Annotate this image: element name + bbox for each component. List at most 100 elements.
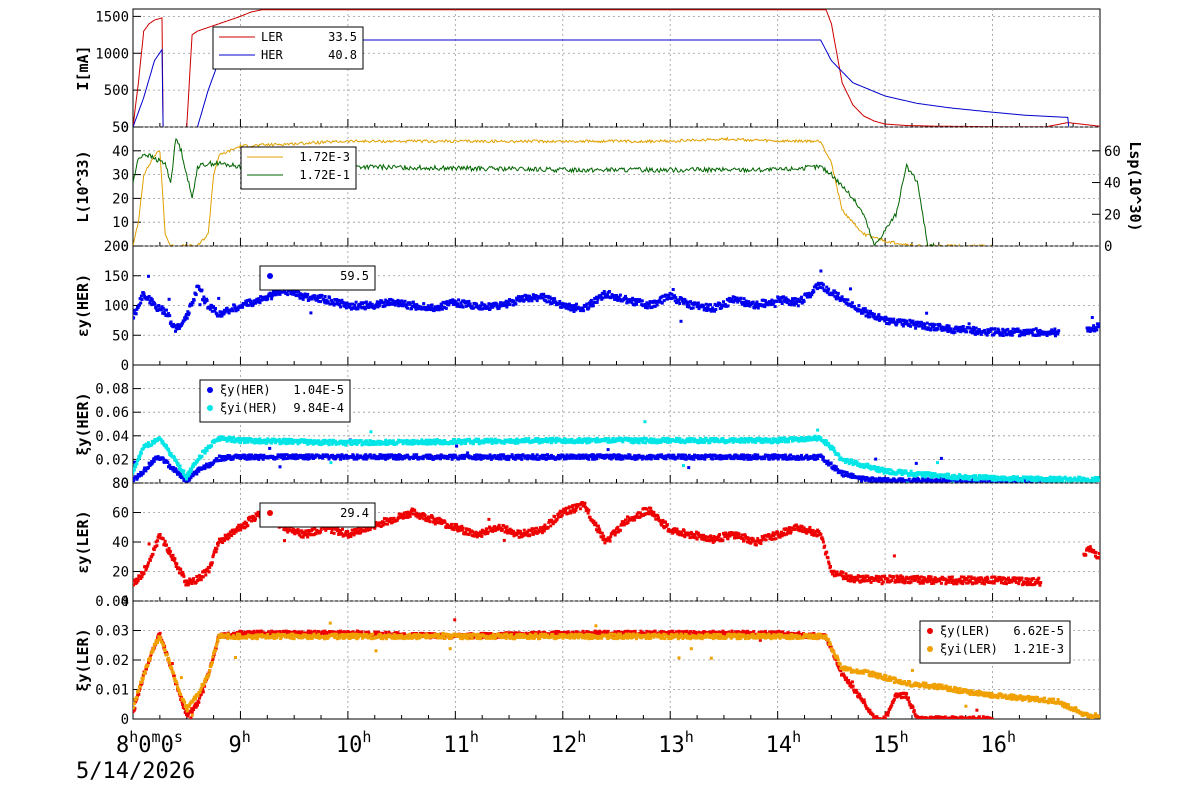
legend-entry-name: LER — [261, 30, 283, 44]
data-point — [230, 534, 233, 537]
y-tick-label: 10 — [112, 215, 129, 231]
data-point — [914, 327, 917, 330]
data-point — [165, 444, 168, 447]
data-point — [320, 294, 323, 297]
legend-swatch — [267, 273, 273, 279]
data-point — [757, 307, 760, 310]
panel-xi_her: 00.020.040.060.08ξy(HER)ξy(HER)1.04E-5ξy… — [74, 365, 1101, 492]
data-point — [514, 303, 517, 306]
data-point — [190, 470, 193, 473]
data-point — [165, 309, 168, 312]
data-point — [1053, 328, 1056, 331]
data-point — [612, 294, 615, 297]
data-point — [295, 453, 298, 456]
data-point — [237, 529, 240, 532]
data-point — [868, 315, 871, 318]
data-point — [800, 454, 803, 457]
data-point — [141, 575, 144, 578]
data-point — [521, 295, 524, 298]
data-point — [1091, 316, 1094, 319]
data-point — [883, 319, 886, 322]
data-point — [283, 438, 286, 441]
data-point — [412, 301, 415, 304]
data-point — [165, 543, 168, 546]
data-point — [151, 298, 154, 301]
data-point — [1016, 475, 1019, 478]
y-tick-label: 0.08 — [95, 382, 129, 398]
data-point — [575, 303, 578, 306]
data-point — [170, 321, 173, 324]
y-right-tick-label: 40 — [1104, 176, 1121, 192]
data-point — [663, 299, 666, 302]
data-point — [472, 442, 475, 445]
data-point — [819, 270, 822, 273]
data-point — [173, 456, 176, 459]
data-point — [215, 550, 218, 553]
data-point — [596, 301, 599, 304]
data-point — [680, 320, 683, 323]
data-point — [752, 301, 755, 304]
data-point — [212, 553, 215, 556]
data-point — [182, 575, 185, 578]
data-point — [536, 453, 539, 456]
data-point — [133, 469, 136, 472]
data-point — [924, 476, 927, 479]
data-point — [146, 298, 149, 301]
legend-entry-value: 40.8 — [328, 48, 357, 62]
data-point — [192, 301, 195, 304]
data-point — [948, 325, 951, 328]
data-point — [159, 533, 162, 536]
data-point — [608, 290, 611, 293]
y-tick-label: 20 — [112, 565, 129, 581]
data-point — [545, 437, 548, 440]
legend-entry-value: 1.72E-3 — [299, 150, 350, 164]
data-point — [953, 474, 956, 477]
data-point — [250, 300, 253, 303]
data-point — [135, 462, 138, 465]
data-point — [175, 562, 178, 565]
y-tick-label: 50 — [112, 120, 129, 136]
data-point — [727, 304, 730, 307]
data-point — [199, 303, 202, 306]
data-point — [649, 300, 652, 303]
y-right-tick-label: 60 — [1104, 144, 1121, 160]
data-point — [527, 437, 530, 440]
data-point — [787, 440, 790, 443]
data-point — [186, 317, 189, 320]
data-point — [132, 472, 135, 475]
data-point — [362, 301, 365, 304]
data-point — [800, 296, 803, 299]
data-point — [714, 308, 717, 311]
data-point — [270, 297, 273, 300]
data-point — [587, 458, 590, 461]
data-point — [339, 305, 342, 308]
data-point — [279, 465, 282, 468]
data-point — [169, 550, 172, 553]
legend-entry-value: 1.72E-1 — [299, 168, 350, 182]
data-point — [641, 441, 644, 444]
data-point — [168, 298, 171, 301]
data-point — [993, 327, 996, 330]
data-point — [217, 297, 220, 300]
data-point — [153, 303, 156, 306]
data-point — [665, 294, 668, 297]
data-point — [709, 303, 712, 306]
data-point — [431, 304, 434, 307]
data-point — [206, 299, 209, 302]
data-point — [921, 327, 924, 330]
data-point — [592, 304, 595, 307]
y-tick-label: 1500 — [95, 9, 129, 25]
data-point — [445, 307, 448, 310]
data-point — [286, 293, 289, 296]
data-point — [874, 458, 877, 461]
data-point — [790, 303, 793, 306]
y-tick-label: 50 — [112, 328, 129, 344]
data-point — [201, 455, 204, 458]
data-point — [168, 314, 171, 317]
data-point — [837, 454, 840, 457]
y-tick-label: 100 — [104, 299, 129, 315]
data-point — [500, 458, 503, 461]
data-point — [834, 291, 837, 294]
